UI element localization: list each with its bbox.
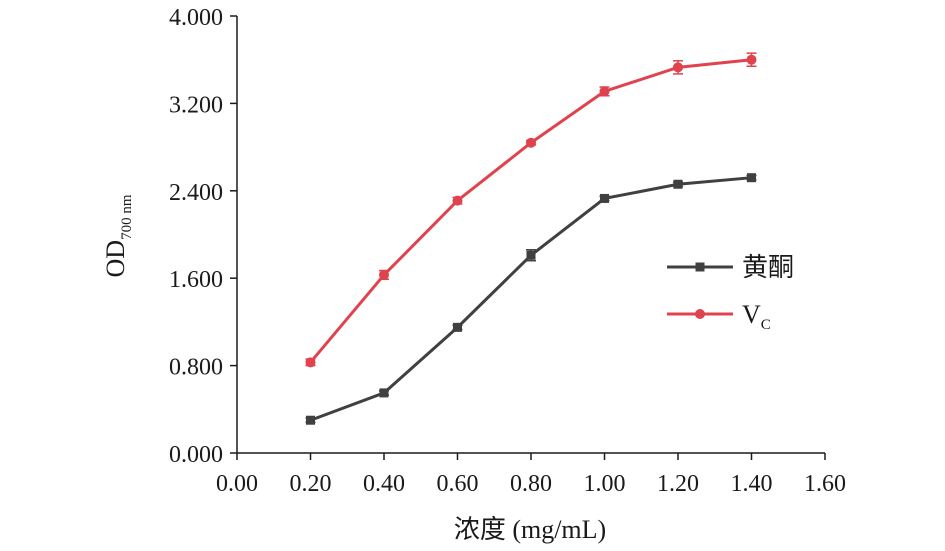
y-tick-label: 4.000 — [169, 5, 223, 31]
y-tick-label: 0.800 — [169, 355, 223, 381]
data-point — [305, 357, 316, 368]
x-tick-label: 0.80 — [510, 471, 552, 497]
data-point — [306, 415, 315, 425]
y-tick-label: 1.600 — [169, 267, 223, 293]
legend-label: VC — [742, 300, 771, 333]
y-axis-title-main: OD — [101, 240, 130, 278]
x-tick-label: 1.20 — [657, 471, 699, 497]
x-tick-label: 0.40 — [363, 471, 405, 497]
data-point — [379, 269, 389, 280]
data-point — [746, 54, 757, 65]
legend-marker — [695, 262, 705, 272]
data-point — [673, 62, 683, 73]
axes — [236, 16, 825, 454]
x-tick-label: 0.20 — [290, 471, 332, 497]
legend-label: 黄酮 — [742, 253, 794, 282]
x-axis-title: 浓度 (mg/mL) — [454, 515, 606, 544]
data-point — [453, 322, 462, 332]
x-axis-ticks: 0.00 0.20 0.40 0.60 0.80 1.00 1.20 1.40 1.60 — [216, 453, 846, 497]
y-axis-ticks: 0.000 0.800 1.600 2.400 3.200 4.000 — [169, 5, 237, 468]
data-point — [526, 137, 536, 148]
data-point — [526, 250, 536, 260]
x-tick-label: 0.00 — [216, 471, 258, 497]
legend: 黄酮 VC — [667, 253, 794, 333]
series-2 — [305, 52, 757, 368]
data-point — [452, 195, 463, 206]
series-1 — [305, 173, 757, 425]
data-point — [747, 173, 756, 183]
series-layer — [305, 52, 757, 425]
y-tick-label: 3.200 — [169, 92, 223, 118]
data-point — [379, 388, 389, 398]
data-point — [600, 193, 609, 203]
y-axis-title-sub: 700 nm — [119, 194, 135, 240]
x-tick-label: 0.60 — [437, 471, 479, 497]
series-line — [309, 58, 752, 364]
x-tick-label: 1.00 — [584, 471, 626, 497]
data-point — [673, 179, 683, 189]
series-line — [309, 176, 752, 422]
y-tick-label: 0.000 — [169, 442, 223, 468]
y-tick-label: 2.400 — [169, 180, 223, 206]
y-axis-title: OD700 nm — [101, 194, 135, 277]
data-point — [599, 86, 610, 97]
x-tick-label: 1.60 — [804, 471, 846, 497]
legend-marker — [695, 309, 705, 319]
x-tick-label: 1.40 — [731, 471, 773, 497]
